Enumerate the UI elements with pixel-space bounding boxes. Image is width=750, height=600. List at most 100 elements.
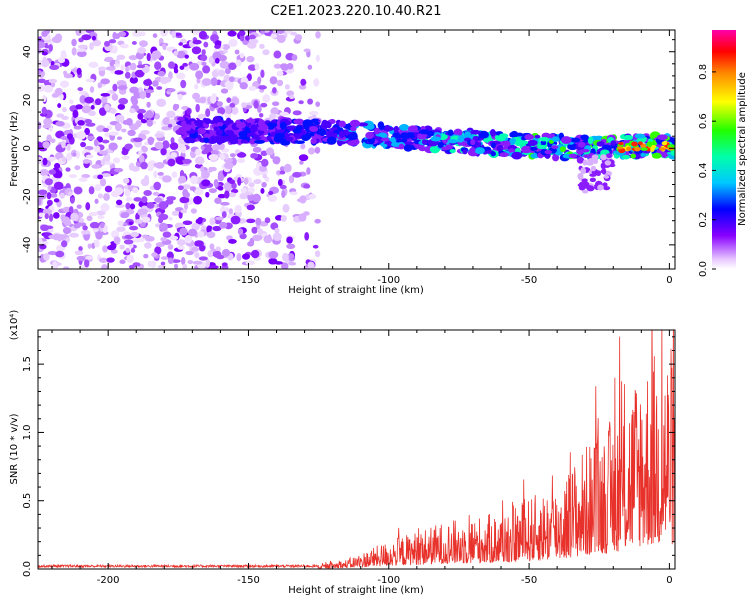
spectrogram-cell	[272, 87, 277, 94]
spectrogram-cell	[447, 129, 454, 136]
spectrogram-cell	[190, 247, 200, 252]
spectrogram-cell	[43, 84, 54, 93]
spectrogram-cell	[111, 93, 119, 101]
spectrogram-cell	[208, 188, 217, 194]
spectrogram-cell	[201, 61, 207, 66]
spectrogram-cell	[184, 191, 191, 198]
spectrogram-cell	[661, 141, 668, 146]
spectrogram-cell	[239, 82, 248, 90]
spectrogram-cell	[167, 244, 174, 250]
spectrogram-cell	[470, 139, 476, 146]
spectrogram-cell	[180, 144, 187, 154]
spectrogram-cell	[307, 64, 313, 70]
spectrogram-cell	[140, 118, 148, 124]
spectrogram-cell	[167, 257, 174, 265]
spectrogram-cell	[237, 228, 244, 235]
spectrogram-cell	[59, 192, 65, 199]
spectrogram-cell	[273, 50, 282, 59]
spectrogram-cell	[128, 162, 135, 171]
spectrogram-cell	[268, 122, 278, 128]
spectrogram-cell	[169, 142, 179, 150]
spectrogram-cell	[42, 141, 50, 149]
spectrogram-cell	[230, 106, 239, 115]
spectrogram-cell	[69, 232, 79, 238]
spectrogram-cell	[229, 102, 236, 108]
spectrogram-cell	[230, 215, 241, 225]
spectrogram-cell	[495, 135, 506, 142]
spectrogram-cell	[228, 179, 236, 185]
y-tick-label: 20	[22, 94, 33, 107]
spectrogram-cell	[258, 112, 264, 118]
spectrogram-cell	[418, 146, 427, 152]
spectrogram-cell	[186, 108, 191, 115]
spectrogram-cell	[279, 63, 289, 70]
spectrogram-cell	[50, 138, 56, 144]
spectrogram-cell	[136, 237, 145, 243]
spectrogram-cell	[191, 223, 200, 231]
spectrogram-cell	[38, 78, 46, 84]
spectrogram-cell	[152, 80, 159, 87]
spectrogram-cell	[274, 227, 280, 234]
spectrogram-cell	[303, 48, 311, 53]
spectrogram-cell	[147, 160, 157, 169]
spectrogram-cell	[61, 140, 66, 149]
spectrogram-cell	[142, 234, 149, 239]
spectrogram-cell	[139, 91, 147, 100]
spectrogram-cell	[298, 154, 309, 162]
spectrogram-cell	[161, 175, 172, 183]
figure-title: C2E1.2023.220.10.40.R21	[270, 4, 441, 19]
spectrogram-cell	[216, 122, 224, 127]
spectrogram-cell	[49, 228, 54, 233]
spectrogram-cell	[303, 183, 311, 189]
spectrogram-cell	[117, 103, 126, 110]
spectrogram-cell	[93, 145, 101, 153]
spectrogram-cell	[74, 165, 81, 171]
spectrogram-cell	[291, 54, 298, 61]
spectrogram-cell	[265, 147, 274, 156]
spectrogram-cell	[85, 255, 94, 260]
spectrogram-cell	[43, 253, 50, 261]
spectrogram-cell	[100, 78, 110, 85]
spectrogram-cell	[490, 142, 496, 149]
spectrogram-cell	[262, 94, 271, 103]
spectrogram-cell	[603, 186, 611, 191]
spectrogram-cell	[118, 97, 129, 105]
spectrogram-cell	[221, 135, 231, 142]
spectrogram-cell	[177, 116, 185, 122]
snr-series-line	[38, 330, 675, 569]
spectrogram-cell	[259, 88, 265, 93]
spectrogram-cell	[190, 175, 199, 185]
spectrogram-cell	[121, 149, 129, 156]
spectrogram-cell	[62, 266, 70, 269]
spectrogram-cell	[208, 56, 214, 64]
spectrogram-cell	[229, 153, 236, 158]
spectrogram-cell	[474, 147, 485, 155]
spectrogram-cell	[403, 144, 413, 152]
x-tick-label: -200	[97, 575, 120, 586]
spectrogram-cell	[130, 248, 136, 253]
spectrogram-cell	[257, 76, 262, 84]
spectrogram-cell	[144, 89, 155, 94]
spectrogram-cell	[194, 186, 204, 196]
spectrogram-cell	[98, 150, 108, 155]
spectrogram-cell	[87, 243, 92, 249]
colorbar-label: Normalized spectral amplitude	[737, 72, 748, 226]
spectrogram-cell	[213, 250, 222, 258]
spectrogram-cell	[381, 137, 390, 142]
spectrogram-cell	[544, 150, 553, 155]
spectrogram-cell	[114, 187, 124, 196]
y-tick-label: 1.5	[22, 356, 33, 372]
spectrogram-cell	[44, 213, 49, 220]
spectrogram-cell	[41, 106, 47, 115]
spectrogram-cell	[202, 65, 211, 74]
spectrogram-cell	[75, 104, 83, 110]
spectrogram-cell	[582, 159, 588, 166]
spectrogram-cell	[116, 226, 126, 232]
spectrogram-cell	[248, 85, 257, 91]
spectrogram-cell	[285, 136, 294, 142]
spectrogram-cell	[167, 158, 176, 167]
spectrogram-cell	[81, 104, 92, 114]
spectrogram-cell	[79, 218, 85, 223]
spectrogram-cell	[187, 259, 194, 265]
spectrogram-cell	[109, 108, 117, 114]
